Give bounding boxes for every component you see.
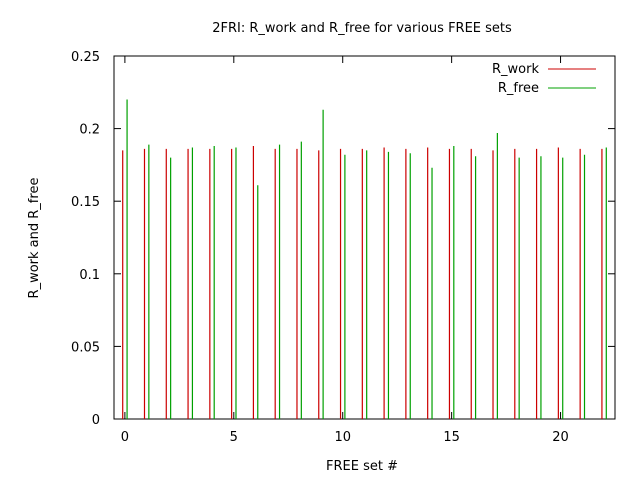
y-axis-label: R_work and R_free [27,178,42,299]
x-tick-label: 5 [230,430,238,445]
y-tick-label: 0.05 [71,340,100,355]
x-tick-label: 20 [552,430,569,445]
plot-frame [113,55,616,420]
x-tick-label: 15 [443,430,460,445]
x-tick-label: 0 [121,430,129,445]
legend-label-r-free: R_free [498,81,539,96]
chart-title: 2FRI: R_work and R_free for various FREE… [212,21,512,36]
y-tick-label: 0.25 [71,50,100,65]
y-tick-label: 0.15 [71,195,100,210]
y-tick-label: 0 [92,413,100,428]
y-tick-label: 0.2 [79,123,100,138]
legend-label-r-work: R_work [492,62,539,77]
y-tick-label: 0.1 [79,268,100,283]
x-axis-label: FREE set # [326,459,398,474]
x-tick-label: 10 [334,430,351,445]
legend: R_work R_free [492,62,596,96]
